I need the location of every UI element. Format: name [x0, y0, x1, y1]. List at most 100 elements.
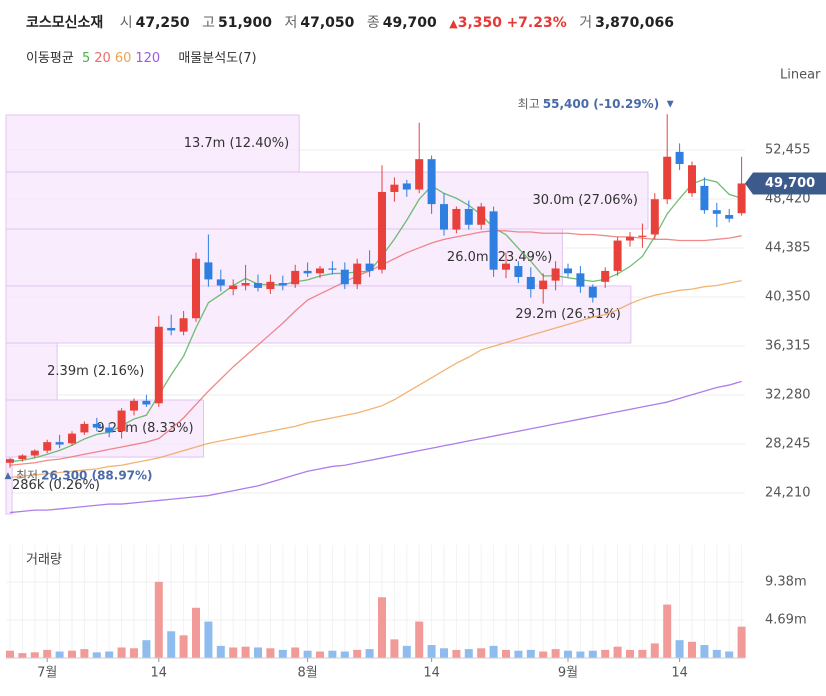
volume-bar — [502, 649, 510, 658]
candle-body — [700, 185, 709, 211]
volume-bar — [303, 650, 312, 658]
volume-bar — [179, 635, 188, 658]
candle-body — [663, 156, 672, 200]
volume-bar — [154, 581, 163, 658]
volume-bar — [130, 648, 138, 658]
candle-body — [390, 184, 399, 192]
change: 3,350 — [457, 15, 502, 31]
volume-bar — [6, 650, 14, 658]
volume-bar — [340, 651, 349, 658]
profile-label: 30.0m (27.06%) — [533, 193, 638, 208]
candle-body — [192, 258, 200, 319]
volume-bar — [477, 648, 486, 658]
candle-body — [551, 268, 560, 281]
volume-bar — [291, 647, 300, 658]
volume-bar — [564, 650, 572, 658]
candle-body — [502, 263, 510, 270]
profile-label: 매물분석도(7) — [178, 51, 257, 66]
volume-bar — [402, 645, 411, 658]
volume-bar — [30, 652, 39, 658]
low-arrow: ▲ — [5, 471, 12, 481]
candle-body — [588, 286, 597, 298]
profile-label: 13.7m (12.40%) — [184, 136, 289, 151]
candle-body — [130, 400, 138, 411]
candle-body — [440, 204, 448, 230]
profile-bar — [5, 171, 649, 230]
volume-bar — [68, 650, 76, 658]
volume-bar — [526, 649, 535, 658]
candle-body — [353, 263, 362, 285]
x-tick-label: 14 — [151, 666, 168, 681]
candle-body — [18, 455, 27, 460]
volume-bar — [229, 647, 238, 658]
volume-bar — [675, 640, 684, 658]
volume-bar — [489, 645, 498, 658]
volume-bar — [688, 641, 696, 658]
volume-bar — [650, 643, 659, 658]
volume-bar — [241, 646, 250, 658]
candle-body — [340, 269, 349, 285]
volume-bar — [613, 646, 622, 658]
volume-bar — [117, 647, 126, 658]
candle-body — [316, 268, 324, 274]
low-label: 최저 — [16, 468, 38, 482]
quote-label: 시 — [119, 15, 133, 31]
candle-body — [489, 211, 498, 270]
volume-bar — [378, 597, 386, 658]
volume-bar — [440, 648, 448, 658]
volume-bar — [452, 649, 461, 658]
volume-bar — [316, 651, 324, 658]
candle-body — [117, 410, 126, 432]
low-annotation: 최저 26,300 (88.97%) — [16, 468, 153, 482]
volume-bar — [700, 645, 709, 658]
high-arrow: ▼ — [667, 100, 674, 110]
profile-bar — [5, 114, 300, 173]
candle-body — [638, 235, 647, 237]
volume-bar — [43, 649, 52, 658]
volume-bar — [514, 650, 523, 658]
candle-body — [254, 283, 262, 288]
volume-bar — [464, 649, 473, 658]
volume-bar — [18, 653, 27, 658]
volume-bar — [626, 649, 634, 658]
candle-body — [328, 268, 337, 270]
candle-body — [229, 285, 238, 290]
volume-bar — [663, 604, 672, 658]
quote-label: 거 — [579, 15, 593, 31]
candle-body — [30, 450, 39, 456]
candle-body — [688, 165, 696, 194]
candle-body — [613, 240, 622, 271]
candle-body — [291, 270, 300, 285]
quote-label: 종 — [366, 15, 380, 31]
y-tick-label: 48,420 — [765, 192, 811, 207]
volume-bar — [353, 649, 362, 658]
candle-body — [737, 183, 746, 214]
profile-bar — [5, 342, 58, 401]
candle-body — [278, 283, 287, 286]
ma-line — [9, 380, 742, 514]
volume-bar — [55, 651, 64, 658]
candle-body — [216, 279, 225, 286]
high-label: 최고 — [518, 97, 540, 111]
candle-body — [626, 236, 634, 241]
candle-body — [576, 273, 585, 287]
candle-body — [452, 208, 461, 230]
ma-legend-item: 60 — [114, 51, 132, 66]
indicator-legend: 이동평균 5 20 60 120 매물분석도(7) — [26, 47, 261, 66]
change-pct: +7.23% — [506, 15, 567, 31]
candle-body — [154, 326, 163, 404]
volume-bar — [427, 645, 436, 658]
ma-legend: 5 20 60 120 — [82, 51, 164, 66]
ma-legend-item: 120 — [135, 51, 161, 66]
quote-value: 47,250 — [135, 15, 190, 31]
candle-body — [650, 199, 659, 235]
quote-label: 저 — [284, 15, 298, 31]
candle-body — [68, 433, 76, 444]
x-tick-label: 8월 — [297, 666, 317, 681]
profile-bar — [5, 228, 563, 287]
quote-value: 47,050 — [300, 15, 355, 31]
volume-bar — [328, 650, 337, 658]
y-tick-label: 40,350 — [765, 290, 811, 305]
candle-body — [204, 262, 213, 280]
profile-bar — [5, 285, 632, 344]
